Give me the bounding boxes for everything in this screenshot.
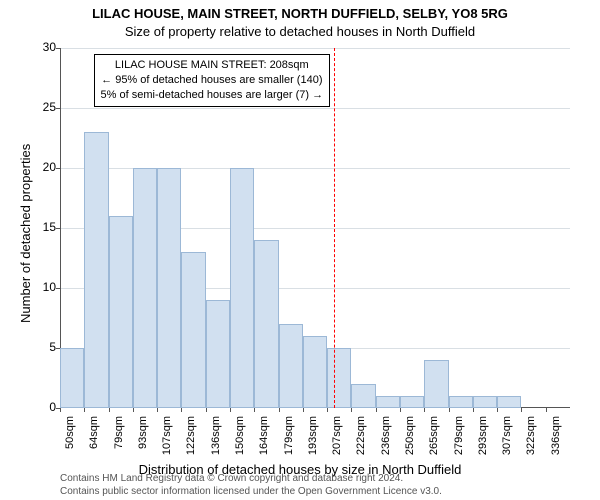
reference-line [334, 48, 335, 408]
bar [84, 132, 108, 408]
bar [60, 348, 84, 408]
xtick-mark [230, 408, 231, 412]
xtick-mark [109, 408, 110, 412]
xtick-mark [473, 408, 474, 412]
xtick-mark [181, 408, 182, 412]
xtick-mark [157, 408, 158, 412]
ytick-label: 30 [26, 40, 56, 54]
xtick-mark [449, 408, 450, 412]
bar [109, 216, 133, 408]
bar [181, 252, 205, 408]
ytick-label: 5 [26, 340, 56, 354]
xtick-mark [521, 408, 522, 412]
bar [206, 300, 230, 408]
bar [230, 168, 254, 408]
bar [497, 396, 521, 408]
y-axis-label: Number of detached properties [18, 144, 33, 323]
footer-line1: Contains HM Land Registry data © Crown c… [60, 473, 403, 484]
ytick-label: 0 [26, 400, 56, 414]
annotation-line3: 5% of semi-detached houses are larger (7… [101, 88, 324, 103]
xtick-mark [303, 408, 304, 412]
footer-line2: Contains public sector information licen… [60, 486, 442, 497]
chart-title-line2: Size of property relative to detached ho… [0, 24, 600, 39]
xtick-mark [60, 408, 61, 412]
bar [424, 360, 448, 408]
ytick-label: 25 [26, 100, 56, 114]
xtick-mark [279, 408, 280, 412]
annotation-box: LILAC HOUSE MAIN STREET: 208sqm ← 95% of… [94, 54, 331, 107]
bar [400, 396, 424, 408]
xtick-mark [206, 408, 207, 412]
bar [376, 396, 400, 408]
bar [254, 240, 278, 408]
chart-title-line1: LILAC HOUSE, MAIN STREET, NORTH DUFFIELD… [0, 6, 600, 21]
xtick-mark [133, 408, 134, 412]
xtick-mark [376, 408, 377, 412]
xtick-mark [546, 408, 547, 412]
xtick-mark [254, 408, 255, 412]
xtick-mark [497, 408, 498, 412]
bar [449, 396, 473, 408]
xtick-mark [327, 408, 328, 412]
bar [303, 336, 327, 408]
xtick-mark [84, 408, 85, 412]
bar [327, 348, 351, 408]
bar [279, 324, 303, 408]
annotation-line2: ← 95% of detached houses are smaller (14… [101, 73, 324, 88]
bar [157, 168, 181, 408]
xtick-mark [351, 408, 352, 412]
bar [351, 384, 375, 408]
xtick-mark [400, 408, 401, 412]
bar [473, 396, 497, 408]
annotation-line1: LILAC HOUSE MAIN STREET: 208sqm [101, 58, 324, 73]
bar [133, 168, 157, 408]
xtick-mark [424, 408, 425, 412]
